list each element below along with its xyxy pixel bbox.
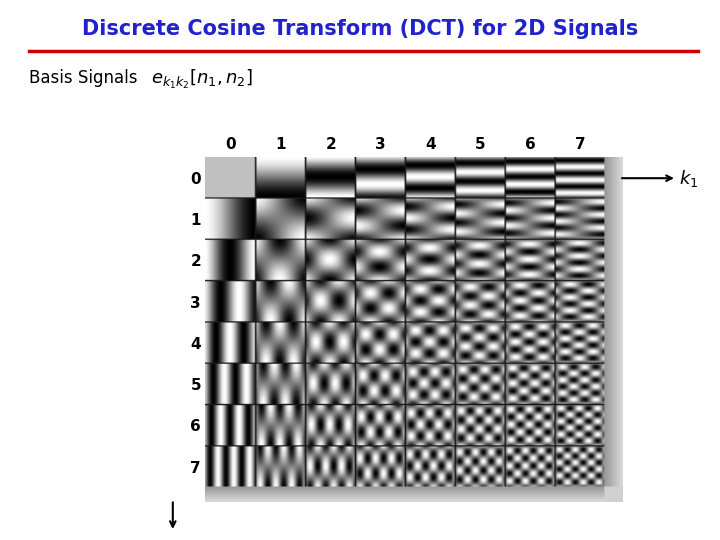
Text: Basis Signals: Basis Signals — [29, 69, 138, 87]
Text: $k_2$: $k_2$ — [163, 539, 182, 540]
Text: $k_1$: $k_1$ — [679, 168, 698, 188]
Text: $e_{k_1k_2}[n_1,n_2]$: $e_{k_1k_2}[n_1,n_2]$ — [151, 69, 253, 91]
Text: Discrete Cosine Transform (DCT) for 2D Signals: Discrete Cosine Transform (DCT) for 2D S… — [82, 19, 638, 39]
